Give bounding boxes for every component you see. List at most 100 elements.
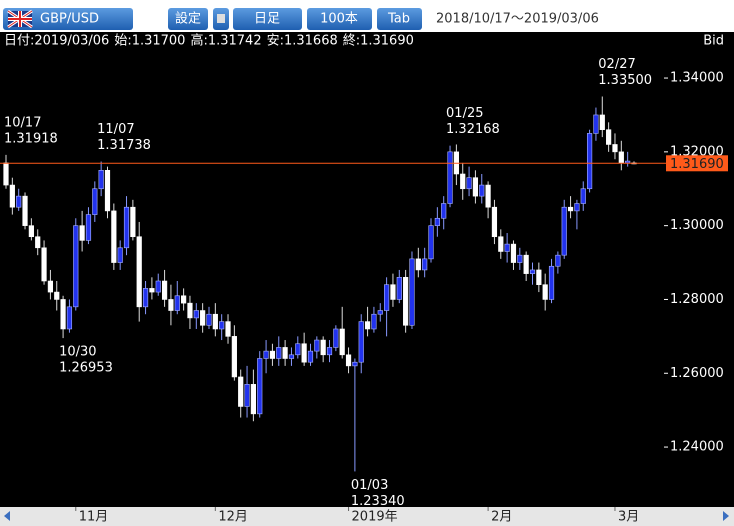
- candle-body: [580, 188, 586, 204]
- button[interactable]: [213, 8, 229, 30]
- candle-body: [3, 162, 9, 186]
- candle-body: [510, 243, 517, 263]
- candle-body: [181, 295, 187, 304]
- candle-body: [54, 291, 60, 300]
- candle-body: [244, 384, 250, 407]
- info-item: 終:1.31690: [343, 33, 414, 49]
- candle-body: [35, 236, 41, 249]
- chart-area: [0, 32, 734, 507]
- candle-body: [422, 258, 428, 271]
- candle-body: [66, 306, 73, 330]
- candle-body: [212, 313, 218, 330]
- candle-body: [479, 184, 485, 197]
- candle-body: [434, 217, 440, 226]
- candle-body: [403, 277, 409, 326]
- x-tick-label: 3月: [618, 510, 639, 525]
- candle-body: [111, 210, 117, 263]
- annotation-value: 1.32168: [446, 122, 500, 137]
- candle-body: [16, 195, 22, 208]
- candle-body: [314, 339, 320, 352]
- candle-body: [593, 114, 599, 134]
- annotation-value: 1.23340: [351, 494, 405, 509]
- candle-body: [612, 144, 618, 153]
- info-item: 安:1.31668: [267, 34, 338, 49]
- candle-body: [536, 269, 542, 285]
- candle-body: [409, 258, 415, 326]
- candle-body: [485, 184, 491, 208]
- annotation-value: 1.31918: [4, 131, 58, 146]
- candle-body: [625, 160, 631, 164]
- info-item: 高:1.31742: [190, 33, 261, 49]
- candle-body: [187, 302, 193, 319]
- candle-body: [307, 350, 314, 363]
- current-price-label: 1.31690: [670, 157, 724, 172]
- symbol-box[interactable]: [3, 8, 133, 30]
- x-tick-label: 2月: [491, 510, 512, 525]
- candle-body: [98, 170, 104, 190]
- candle-body: [441, 203, 447, 219]
- x-tick-label: 12月: [218, 510, 248, 525]
- info-bar: 日付:2019/03/06 始:1.31700 高:1.31742 安:1.31668…: [4, 33, 414, 49]
- info-item: 日付:2019/03/06: [4, 34, 109, 49]
- candle-body: [174, 295, 180, 311]
- annotation-date: 10/30: [59, 345, 96, 360]
- annotation-date: 01/03: [351, 478, 388, 493]
- price-type: Bid: [703, 34, 724, 49]
- candle-body: [85, 214, 92, 241]
- candle-body: [339, 328, 345, 356]
- button-label: Tab: [387, 12, 410, 27]
- candle-body: [225, 321, 231, 337]
- candle-body: [41, 247, 47, 282]
- candle-body: [47, 280, 54, 293]
- candle-body: [586, 133, 593, 190]
- candle-body: [326, 347, 333, 356]
- annotation-value: 1.26953: [59, 361, 113, 376]
- button-label: 設定: [175, 11, 201, 27]
- candle-body: [136, 236, 142, 308]
- candle-body: [206, 313, 212, 326]
- candle-body: [523, 254, 529, 274]
- candle-body: [548, 265, 555, 300]
- annotation-date: 02/27: [598, 57, 635, 72]
- annotation-date: 10/17: [4, 115, 41, 130]
- scroll-left[interactable]: [4, 511, 10, 521]
- candle-body: [460, 173, 466, 190]
- scroll-right[interactable]: [723, 511, 729, 521]
- annotation-date: 01/25: [446, 106, 483, 121]
- button[interactable]: 100本: [307, 8, 372, 30]
- candle-body: [345, 354, 352, 367]
- x-tick-label: 11月: [79, 510, 109, 525]
- candle-body: [238, 376, 244, 407]
- candle-body: [269, 350, 276, 359]
- candle-body: [371, 313, 377, 330]
- symbol: GBP/USD: [40, 12, 99, 27]
- candle-body: [117, 247, 123, 263]
- candle-body: [142, 288, 149, 308]
- candle-body: [428, 225, 434, 260]
- annotation-value: 1.31738: [97, 138, 151, 153]
- button[interactable]: Tab: [377, 8, 422, 30]
- candle-body: [567, 206, 574, 212]
- info-item: 始:1.31700: [114, 34, 185, 49]
- candle-body: [599, 114, 605, 131]
- y-tick-label: 1.30000: [670, 218, 724, 233]
- candle-body: [104, 170, 111, 212]
- y-tick-label: 1.28000: [670, 292, 724, 307]
- button[interactable]: 設定: [168, 8, 208, 30]
- flag: [7, 9, 33, 29]
- x-axis-strip: [0, 507, 734, 526]
- candle-body: [542, 284, 548, 300]
- candle-body: [384, 284, 390, 311]
- button-label: 100本: [320, 12, 358, 27]
- candle-body: [231, 336, 237, 378]
- candle-body: [130, 206, 136, 238]
- candle-body: [288, 354, 295, 359]
- button[interactable]: 日足: [233, 8, 302, 30]
- candle-body: [517, 254, 523, 263]
- candle-body: [123, 206, 130, 249]
- candle-body: [276, 347, 282, 359]
- candle-body: [193, 310, 199, 319]
- button-label: 日足: [254, 12, 280, 27]
- candle-body: [574, 203, 580, 212]
